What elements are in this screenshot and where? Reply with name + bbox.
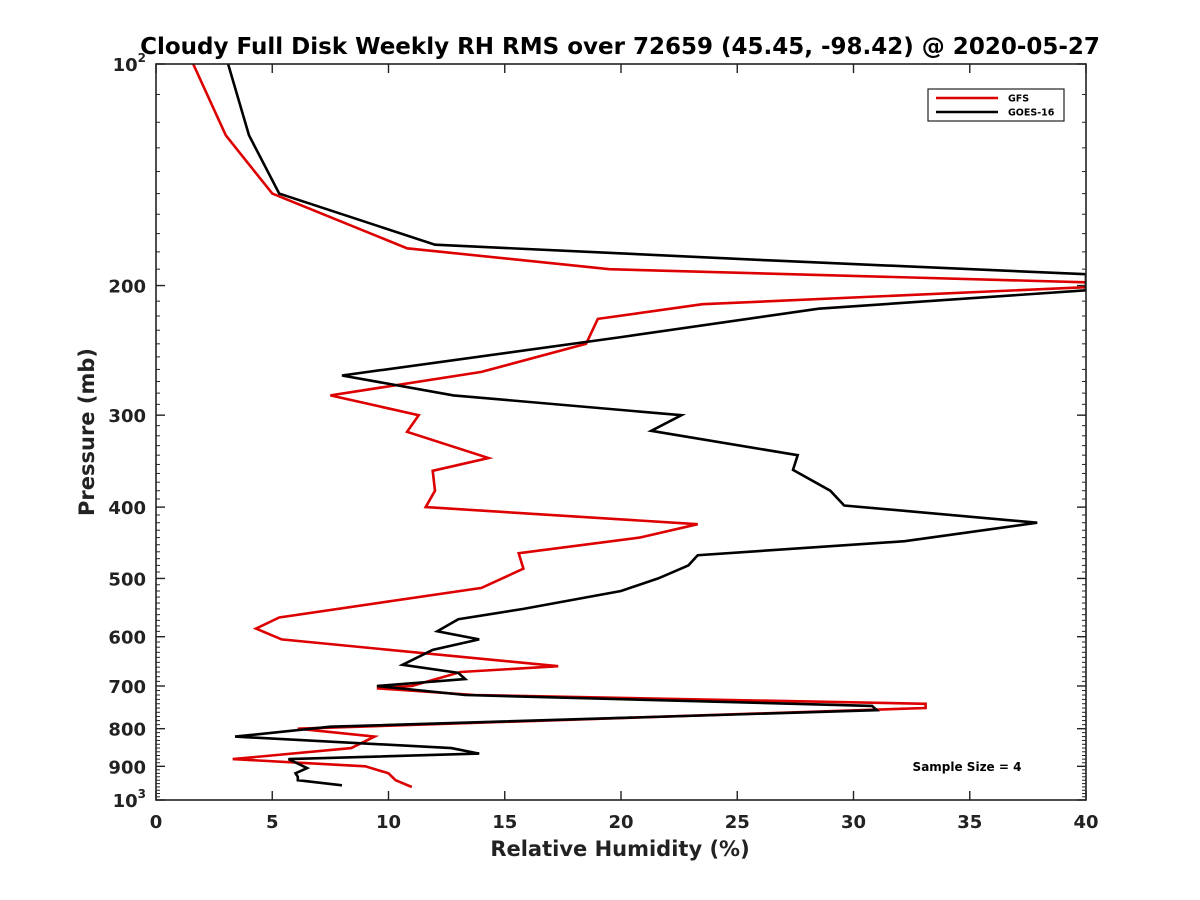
y-tick-label: 200 — [108, 277, 146, 298]
chart-title: Cloudy Full Disk Weekly RH RMS over 7265… — [140, 34, 1100, 60]
plot-area — [192, 64, 1086, 789]
x-tick-label: 30 — [841, 812, 866, 833]
y-tick-label: 102 — [113, 51, 146, 76]
y-tick-label: 300 — [108, 406, 146, 427]
legend-box — [927, 88, 1065, 122]
x-tick-label: 10 — [376, 812, 401, 833]
legend-label-gfs: GFS — [1008, 94, 1029, 105]
x-tick-label: 40 — [1073, 812, 1098, 833]
y-tick-base: 10 — [113, 55, 138, 76]
y-tick-label: 900 — [108, 757, 146, 778]
y-tick-label: 700 — [108, 677, 146, 698]
x-axis-ticks: 0 5 10 15 20 25 30 35 40 — [150, 64, 1099, 833]
series-line-gfs — [192, 64, 1086, 789]
y-tick-exponent: 3 — [138, 787, 146, 801]
legend: GFS GOES-16 — [927, 88, 1065, 122]
y-tick-base: 10 — [113, 791, 138, 812]
y-axis-label: Pressure (mb) — [75, 348, 99, 516]
sample-size-annotation: Sample Size = 4 — [913, 760, 1022, 774]
y-tick-label: 600 — [108, 628, 146, 649]
x-tick-label: 5 — [266, 812, 279, 833]
y-tick-label: 400 — [108, 498, 146, 519]
x-tick-label: 0 — [150, 812, 163, 833]
y-tick-exponent: 2 — [138, 51, 146, 65]
x-tick-label: 20 — [608, 812, 633, 833]
x-tick-label: 25 — [725, 812, 750, 833]
y-tick-label: 800 — [108, 720, 146, 741]
series-line-goes-16 — [226, 64, 1086, 787]
x-tick-label: 35 — [957, 812, 982, 833]
y-tick-label: 500 — [108, 569, 146, 590]
plot-frame — [155, 63, 1087, 801]
x-tick-label: 15 — [492, 812, 517, 833]
legend-label-goes-16: GOES-16 — [1008, 108, 1055, 119]
x-axis-label: Relative Humidity (%) — [490, 837, 749, 861]
y-tick-label: 103 — [113, 787, 146, 812]
